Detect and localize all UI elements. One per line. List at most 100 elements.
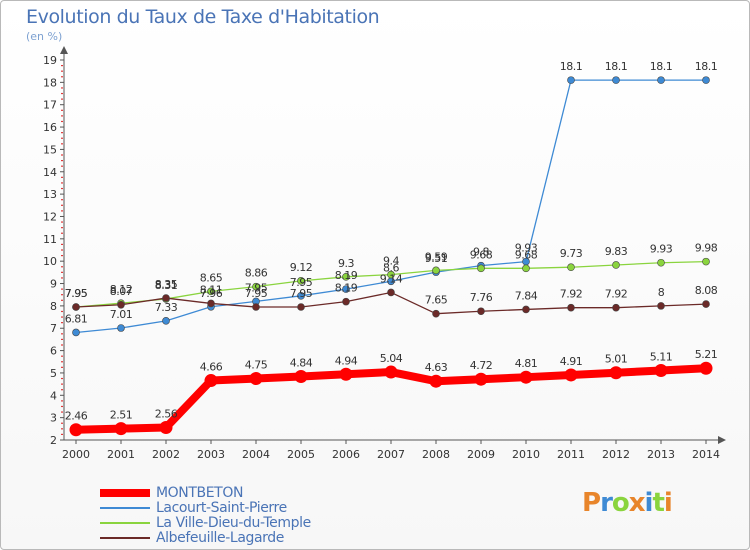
x-tick-label: 2005 bbox=[287, 448, 315, 461]
data-label: 7.92 bbox=[560, 288, 583, 301]
proxiti-logo: Proxiti bbox=[582, 488, 673, 518]
logo-letter: P bbox=[582, 488, 601, 518]
legend-label: La Ville-Dieu-du-Temple bbox=[156, 515, 311, 531]
data-point bbox=[117, 324, 125, 332]
y-tick-label: 6 bbox=[50, 345, 57, 358]
data-label: 9.59 bbox=[425, 250, 448, 263]
y-tick-label: 17 bbox=[43, 99, 57, 112]
x-tick-label: 2008 bbox=[422, 448, 450, 461]
data-label: 8 bbox=[658, 286, 665, 299]
data-point bbox=[207, 287, 215, 296]
data-label: 9.4 bbox=[383, 255, 399, 268]
y-tick-label: 7 bbox=[50, 322, 57, 335]
data-label: 4.75 bbox=[245, 359, 268, 372]
data-label: 7.65 bbox=[425, 294, 448, 307]
data-label: 9.68 bbox=[515, 248, 538, 261]
data-point bbox=[702, 300, 710, 308]
data-label: 9.93 bbox=[515, 242, 538, 255]
y-tick-label: 9 bbox=[50, 278, 57, 291]
data-label: 2.46 bbox=[65, 410, 88, 423]
chart-title: Evolution du Taux de Taxe d'Habitation bbox=[26, 6, 380, 28]
data-point bbox=[294, 370, 308, 384]
y-tick-label: 8 bbox=[50, 300, 57, 313]
data-label: 9.51 bbox=[425, 252, 448, 265]
data-label: 7.84 bbox=[515, 289, 538, 302]
logo-letter: i bbox=[663, 488, 673, 518]
data-label: 18.1 bbox=[560, 60, 583, 73]
logo-letter: i bbox=[644, 488, 654, 518]
x-tick-label: 2000 bbox=[62, 448, 90, 461]
legend-swatch bbox=[100, 537, 150, 539]
x-tick-label: 2013 bbox=[647, 448, 675, 461]
y-tick-label: 12 bbox=[43, 210, 57, 223]
y-tick-label: 16 bbox=[43, 121, 57, 134]
data-point bbox=[477, 307, 485, 316]
data-label: 9.98 bbox=[695, 242, 718, 255]
data-point bbox=[612, 261, 620, 269]
data-label: 7.76 bbox=[470, 291, 493, 304]
data-label: 7.95 bbox=[65, 287, 88, 300]
x-tick-label: 2014 bbox=[692, 448, 720, 461]
data-label: 7.95 bbox=[290, 287, 313, 300]
data-label: 7.95 bbox=[290, 276, 313, 289]
legend-swatch bbox=[100, 489, 150, 497]
data-label: 8.35 bbox=[155, 278, 178, 291]
data-label: 4.66 bbox=[200, 361, 223, 374]
x-tick-label: 2009 bbox=[467, 448, 495, 461]
data-label: 6.81 bbox=[65, 312, 88, 325]
data-label: 8.11 bbox=[200, 283, 223, 296]
data-label: 7.92 bbox=[605, 288, 628, 301]
data-label: 9.12 bbox=[290, 261, 313, 274]
data-label: 9.8 bbox=[473, 246, 489, 259]
x-tick-label: 2003 bbox=[197, 448, 225, 461]
data-label: 7.95 bbox=[245, 287, 268, 300]
data-point bbox=[72, 303, 80, 311]
data-point bbox=[474, 372, 488, 386]
data-label: 8.6 bbox=[383, 261, 399, 274]
data-point bbox=[339, 367, 353, 381]
y-tick-label: 14 bbox=[43, 166, 57, 179]
data-label: 5.21 bbox=[695, 348, 718, 361]
data-point bbox=[654, 363, 668, 377]
data-label: 2.56 bbox=[155, 407, 178, 420]
data-point bbox=[162, 317, 170, 325]
data-point bbox=[342, 297, 350, 306]
data-point bbox=[612, 303, 620, 312]
data-label: 8.65 bbox=[200, 271, 223, 284]
data-label: 5.04 bbox=[380, 352, 403, 365]
x-tick-label: 2002 bbox=[152, 448, 180, 461]
y-tick-label: 2 bbox=[50, 434, 57, 447]
data-label: 4.72 bbox=[470, 359, 493, 372]
data-point bbox=[342, 285, 350, 293]
data-label: 18.1 bbox=[695, 60, 718, 73]
data-label: 4.94 bbox=[335, 354, 358, 367]
data-point bbox=[204, 374, 218, 388]
x-tick-label: 2007 bbox=[377, 448, 405, 461]
data-point bbox=[519, 370, 533, 384]
data-point bbox=[297, 303, 305, 311]
x-tick-label: 2010 bbox=[512, 448, 540, 461]
logo-letter: r bbox=[600, 488, 613, 518]
data-label: 8.19 bbox=[335, 282, 358, 295]
data-label: 5.01 bbox=[605, 353, 628, 366]
y-axis-arrow bbox=[60, 46, 68, 54]
data-label: 8.08 bbox=[695, 284, 718, 297]
data-point bbox=[114, 422, 128, 436]
data-point bbox=[657, 302, 665, 310]
data-point bbox=[297, 277, 305, 285]
data-point bbox=[297, 292, 305, 300]
data-point bbox=[342, 273, 350, 281]
data-point bbox=[252, 303, 260, 311]
data-label: 7.95 bbox=[65, 287, 88, 300]
data-label: 8.86 bbox=[245, 267, 268, 280]
data-label: 9.14 bbox=[380, 272, 403, 285]
y-tick-label: 11 bbox=[43, 233, 57, 246]
y-tick-label: 3 bbox=[50, 412, 57, 425]
data-point bbox=[384, 365, 398, 379]
data-point bbox=[567, 263, 575, 272]
data-label: 8.31 bbox=[155, 279, 178, 292]
data-label: 4.84 bbox=[290, 357, 313, 370]
data-point bbox=[609, 366, 623, 380]
data-point bbox=[522, 264, 530, 273]
